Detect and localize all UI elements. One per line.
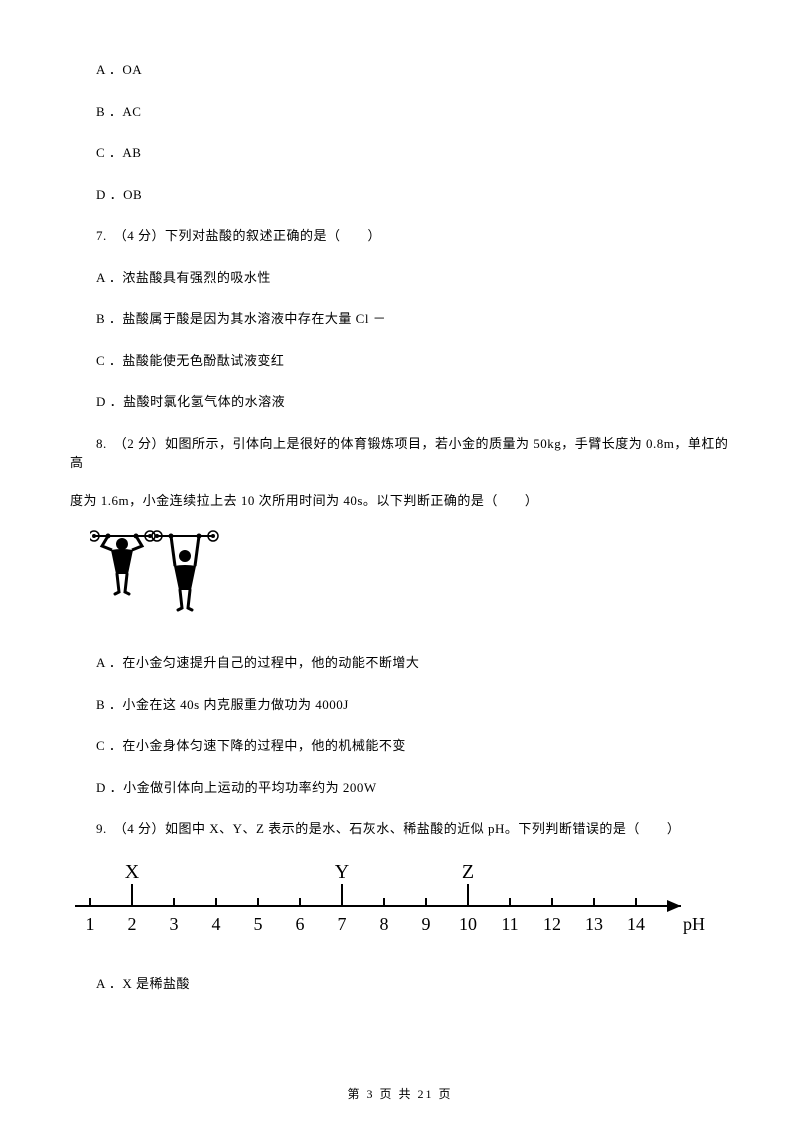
q7-option-a: A ．浓盐酸具有强烈的吸水性 [70,268,730,288]
q6-option-a: A ．OA [70,60,730,80]
q8-option-b: B ．小金在这 40s 内克服重力做功为 4000J [70,695,730,715]
svg-text:3: 3 [170,914,179,934]
svg-text:pH: pH [683,914,705,934]
svg-text:7: 7 [338,914,347,934]
q8-option-a: A ．在小金匀速提升自己的过程中，他的动能不断增大 [70,653,730,673]
q7-stem: 7. （4 分）下列对盐酸的叙述正确的是（ ） [70,226,730,246]
q8-stem-line1: 8. （2 分）如图所示，引体向上是很好的体育锻炼项目，若小金的质量为 50kg… [70,434,730,473]
q8-option-d: D ．小金做引体向上运动的平均功率约为 200W [70,778,730,798]
q9-option-a: A ．X 是稀盐酸 [70,974,730,994]
q9-stem: 9. （4 分）如图中 X、Y、Z 表示的是水、石灰水、稀盐酸的近似 pH。下列… [70,819,730,839]
svg-text:10: 10 [459,914,477,934]
q6-option-b: B ．AC [70,102,730,122]
svg-text:13: 13 [585,914,603,934]
svg-text:6: 6 [296,914,305,934]
svg-text:4: 4 [212,914,221,934]
q8-figure [90,528,730,628]
svg-text:Y: Y [335,861,349,883]
q7-option-d: D ．盐酸时氯化氢气体的水溶液 [70,392,730,412]
q7-option-b: B ．盐酸属于酸是因为其水溶液中存在大量 Cl － [70,309,730,329]
svg-text:1: 1 [86,914,95,934]
svg-text:5: 5 [254,914,263,934]
q7-option-c: C ．盐酸能使无色酚酞试液变红 [70,351,730,371]
svg-text:2: 2 [128,914,137,934]
svg-text:9: 9 [422,914,431,934]
q9-ph-scale: 1234567891011121314XYZpH [70,861,730,946]
q8-stem-line2: 度为 1.6m，小金连续拉上去 10 次所用时间为 40s。以下判断正确的是（ … [70,491,730,511]
svg-text:8: 8 [380,914,389,934]
svg-text:X: X [125,861,140,883]
svg-text:12: 12 [543,914,561,934]
svg-text:Z: Z [462,861,474,883]
q6-option-d: D ．OB [70,185,730,205]
svg-text:14: 14 [627,914,645,934]
page-footer: 第 3 页 共 21 页 [0,1085,800,1102]
q8-option-c: C ．在小金身体匀速下降的过程中，他的机械能不变 [70,736,730,756]
svg-text:11: 11 [501,914,518,934]
q6-option-c: C ．AB [70,143,730,163]
